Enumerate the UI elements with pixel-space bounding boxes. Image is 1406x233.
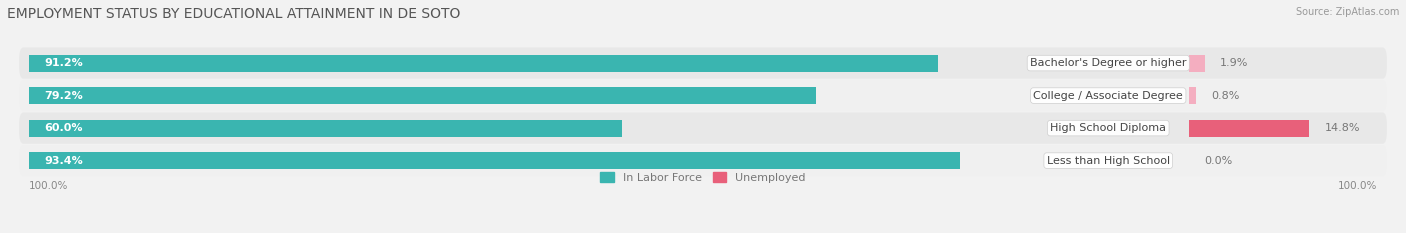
- Text: 93.4%: 93.4%: [45, 156, 83, 166]
- FancyBboxPatch shape: [20, 48, 1386, 79]
- Text: EMPLOYMENT STATUS BY EDUCATIONAL ATTAINMENT IN DE SOTO: EMPLOYMENT STATUS BY EDUCATIONAL ATTAINM…: [7, 7, 460, 21]
- Text: Source: ZipAtlas.com: Source: ZipAtlas.com: [1295, 7, 1399, 17]
- Text: 14.8%: 14.8%: [1324, 123, 1360, 133]
- Bar: [1189, 120, 1309, 137]
- Text: Less than High School: Less than High School: [1046, 156, 1170, 166]
- Text: High School Diploma: High School Diploma: [1050, 123, 1166, 133]
- Text: 91.2%: 91.2%: [45, 58, 83, 68]
- Text: 79.2%: 79.2%: [45, 91, 83, 101]
- Bar: [1189, 87, 1195, 104]
- FancyBboxPatch shape: [20, 113, 1386, 144]
- Text: 100.0%: 100.0%: [1337, 181, 1376, 191]
- FancyBboxPatch shape: [20, 80, 1386, 111]
- Bar: [30, 87, 817, 104]
- Bar: [30, 152, 960, 169]
- Text: 0.0%: 0.0%: [1205, 156, 1233, 166]
- Text: 60.0%: 60.0%: [45, 123, 83, 133]
- FancyBboxPatch shape: [20, 145, 1386, 176]
- Text: Bachelor's Degree or higher: Bachelor's Degree or higher: [1031, 58, 1187, 68]
- Text: College / Associate Degree: College / Associate Degree: [1033, 91, 1182, 101]
- Legend: In Labor Force, Unemployed: In Labor Force, Unemployed: [596, 168, 810, 187]
- Text: 1.9%: 1.9%: [1220, 58, 1249, 68]
- Text: 0.8%: 0.8%: [1211, 91, 1239, 101]
- Bar: [30, 120, 621, 137]
- Bar: [30, 55, 938, 72]
- Bar: [1189, 55, 1205, 72]
- Text: 100.0%: 100.0%: [30, 181, 69, 191]
